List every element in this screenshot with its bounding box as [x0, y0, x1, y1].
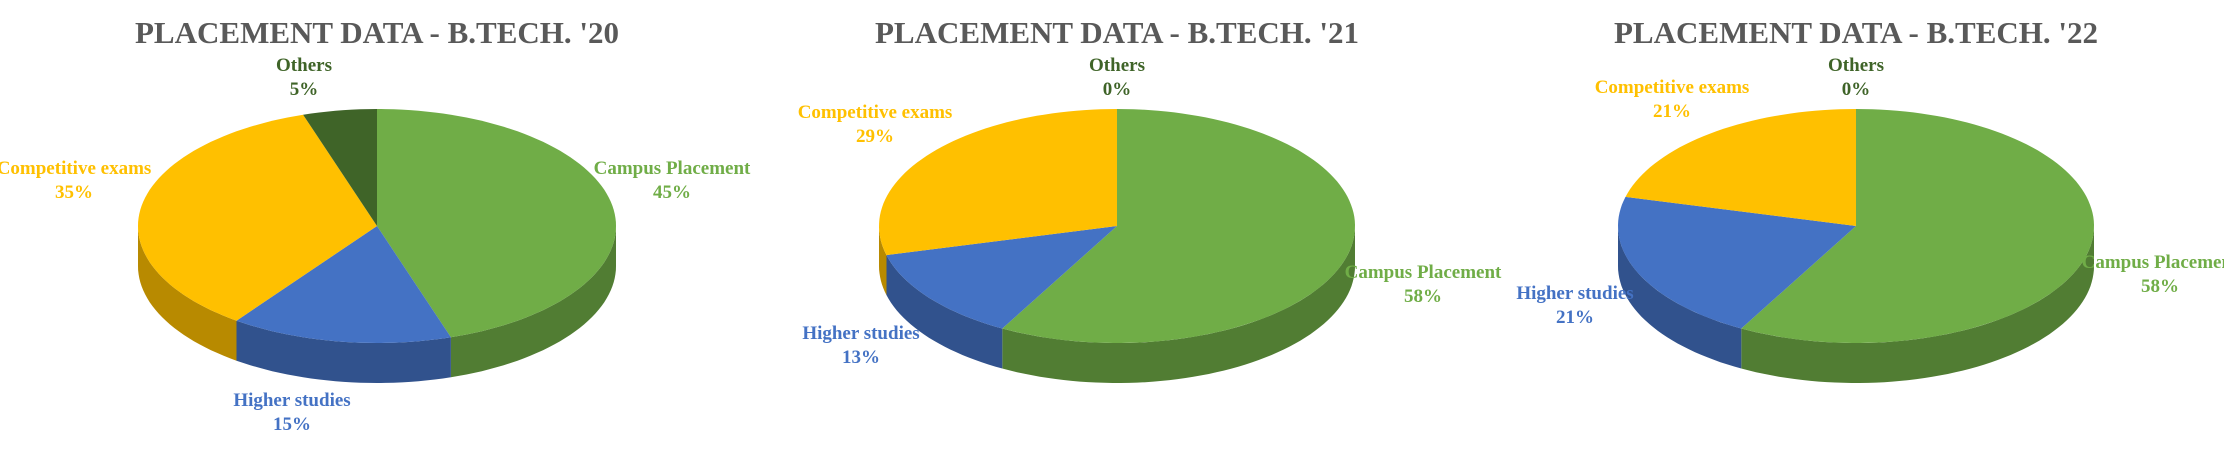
slice-side: [879, 226, 887, 296]
pie-sides: [138, 226, 616, 383]
chart-title: PLACEMENT DATA - B.TECH. '21: [875, 15, 1359, 50]
slice-side: [1618, 226, 1742, 369]
slice: [1618, 196, 1856, 329]
category-label: Others: [1089, 55, 1145, 76]
category-label: Others: [276, 55, 332, 76]
data-label: Higher studies 15%: [207, 389, 377, 437]
data-label: Others 5%: [219, 54, 389, 102]
pie-tops: [1618, 109, 2094, 343]
data-label: Competitive exams 21%: [1587, 76, 1757, 124]
value-label: 45%: [653, 182, 691, 203]
category-label: Higher studies: [1516, 283, 1634, 304]
pie-sides: [1618, 226, 2094, 383]
value-label: 5%: [289, 79, 319, 100]
slice-side: [138, 226, 237, 361]
category-label: Campus Placement: [593, 158, 751, 179]
value-label: 15%: [273, 414, 311, 435]
value-label: 21%: [1556, 307, 1594, 328]
value-label: 35%: [55, 182, 93, 203]
data-label: Campus Placement 58%: [2075, 251, 2224, 299]
chart-title: PLACEMENT DATA - B.TECH. '22: [1614, 15, 2098, 50]
data-label: Others 0%: [1771, 54, 1941, 102]
slice: [886, 226, 1117, 329]
value-label: 58%: [2141, 276, 2179, 297]
value-label: 58%: [1404, 286, 1442, 307]
value-label: 29%: [856, 126, 894, 147]
chart-title: PLACEMENT DATA - B.TECH. '20: [135, 15, 619, 50]
category-label: Competitive exams: [797, 102, 953, 123]
category-label: Competitive exams: [1594, 77, 1750, 98]
data-label: Campus Placement 45%: [587, 157, 757, 205]
slice: [879, 109, 1117, 256]
pie-tops: [138, 109, 616, 343]
category-label: Campus Placement: [1344, 262, 1502, 283]
slice: [1741, 109, 2094, 343]
slice-side: [236, 320, 451, 383]
data-label: Higher studies 21%: [1490, 282, 1660, 330]
slice-side: [1002, 226, 1355, 383]
slice-side: [450, 226, 616, 378]
category-label: Competitive exams: [0, 158, 152, 179]
category-label: Others: [1828, 55, 1884, 76]
data-label: Others 0%: [1032, 54, 1202, 102]
category-label: Campus Placement: [2081, 252, 2224, 273]
slice: [236, 226, 451, 343]
data-label: Higher studies 13%: [776, 322, 946, 370]
slice: [303, 109, 377, 226]
pie-tops: [879, 109, 1355, 343]
slice-side: [886, 255, 1003, 369]
slice-side: [1741, 226, 2094, 383]
value-label: 13%: [842, 347, 880, 368]
slice: [138, 114, 377, 321]
category-label: Higher studies: [233, 390, 351, 411]
slice: [377, 109, 616, 338]
data-label: Competitive exams 35%: [0, 157, 159, 205]
slice: [1625, 109, 1856, 226]
slice: [1002, 109, 1355, 343]
value-label: 0%: [1102, 79, 1132, 100]
data-label: Competitive exams 29%: [790, 101, 960, 149]
category-label: Higher studies: [802, 323, 920, 344]
data-label: Campus Placement 58%: [1338, 261, 1508, 309]
value-label: 21%: [1653, 101, 1691, 122]
pie-sides: [879, 226, 1355, 383]
value-label: 0%: [1841, 79, 1871, 100]
